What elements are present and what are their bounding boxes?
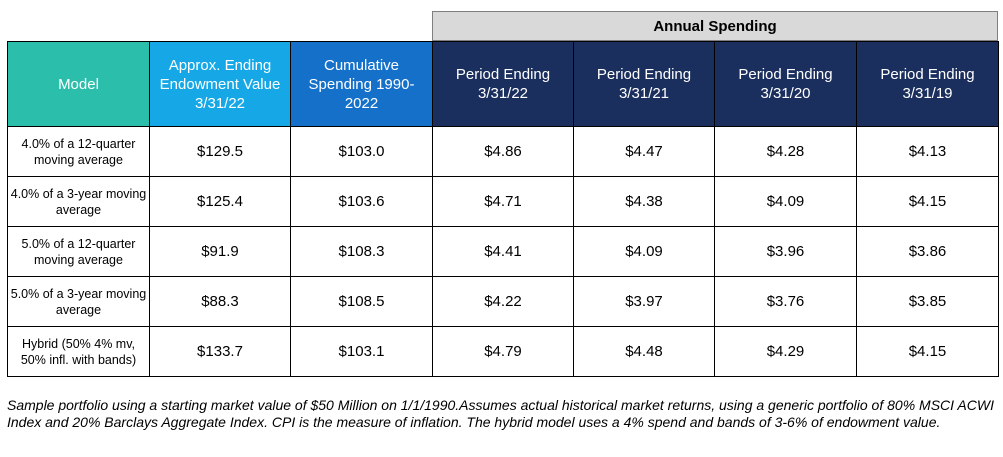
model-cell: 5.0% of a 12-quarter moving average (7, 226, 150, 277)
period-cell: $4.09 (714, 176, 857, 227)
period-cell: $4.28 (714, 126, 857, 177)
annual-spending-header: Annual Spending (432, 11, 998, 41)
model-cell: 4.0% of a 12-quarter moving average (7, 126, 150, 177)
period-cell: $4.15 (856, 326, 999, 377)
cumulative-cell: $103.1 (290, 326, 433, 377)
endowment-cell: $88.3 (149, 276, 291, 327)
model-cell: 5.0% of a 3-year moving average (7, 276, 150, 327)
model-cell: 4.0% of a 3-year moving average (7, 176, 150, 227)
period-cell: $4.13 (856, 126, 999, 177)
table-row: 5.0% of a 3-year moving average $88.3 $1… (7, 276, 999, 327)
period-cell: $3.97 (573, 276, 715, 327)
period-cell: $4.38 (573, 176, 715, 227)
endowment-column-header: Approx. Ending Endowment Value 3/31/22 (149, 41, 291, 127)
period-cell: $4.48 (573, 326, 715, 377)
period-cell: $4.22 (432, 276, 574, 327)
period-cell: $4.86 (432, 126, 574, 177)
table-row: Hybrid (50% 4% mv, 50% infl. with bands)… (7, 326, 999, 377)
period-column-header: Period Ending 3/31/19 (856, 41, 999, 127)
endowment-cell: $133.7 (149, 326, 291, 377)
header-row: Model Approx. Ending Endowment Value 3/3… (7, 41, 999, 127)
endowment-cell: $129.5 (149, 126, 291, 177)
spending-table: Model Approx. Ending Endowment Value 3/3… (7, 41, 999, 377)
table-row: 4.0% of a 3-year moving average $125.4 $… (7, 176, 999, 227)
cumulative-cell: $108.3 (290, 226, 433, 277)
cumulative-column-header: Cumulative Spending 1990-2022 (290, 41, 433, 127)
period-cell: $4.29 (714, 326, 857, 377)
period-cell: $4.15 (856, 176, 999, 227)
cumulative-cell: $108.5 (290, 276, 433, 327)
table-row: 5.0% of a 12-quarter moving average $91.… (7, 226, 999, 277)
period-cell: $3.76 (714, 276, 857, 327)
period-cell: $4.09 (573, 226, 715, 277)
model-column-header: Model (7, 41, 150, 127)
period-cell: $4.79 (432, 326, 574, 377)
period-column-header: Period Ending 3/31/20 (714, 41, 857, 127)
endowment-cell: $91.9 (149, 226, 291, 277)
period-cell: $4.71 (432, 176, 574, 227)
period-cell: $4.47 (573, 126, 715, 177)
cumulative-cell: $103.6 (290, 176, 433, 227)
table-row: 4.0% of a 12-quarter moving average $129… (7, 126, 999, 177)
model-cell: Hybrid (50% 4% mv, 50% infl. with bands) (7, 326, 150, 377)
endowment-cell: $125.4 (149, 176, 291, 227)
footnote: Sample portfolio using a starting market… (7, 397, 994, 430)
period-column-header: Period Ending 3/31/22 (432, 41, 574, 127)
period-cell: $3.85 (856, 276, 999, 327)
period-cell: $3.96 (714, 226, 857, 277)
period-cell: $3.86 (856, 226, 999, 277)
cumulative-cell: $103.0 (290, 126, 433, 177)
period-column-header: Period Ending 3/31/21 (573, 41, 715, 127)
period-cell: $4.41 (432, 226, 574, 277)
